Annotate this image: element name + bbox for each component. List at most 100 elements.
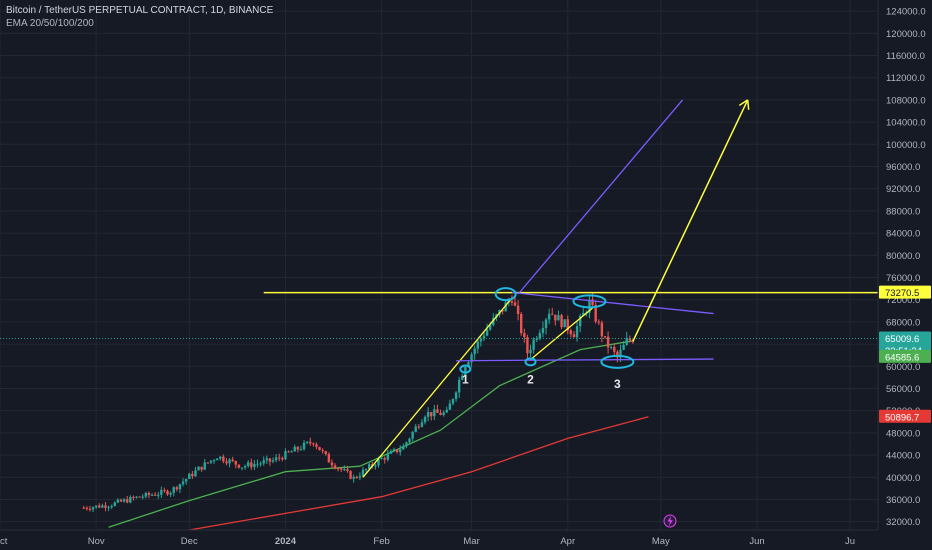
candle-body <box>336 468 340 470</box>
candle-body <box>442 412 445 416</box>
trend-line <box>456 358 714 362</box>
price-tick-label: 68000.0 <box>886 317 920 328</box>
drawing-annotations[interactable]: 1 2 3 <box>0 99 878 478</box>
candle-body <box>374 465 377 467</box>
candle-body <box>126 499 129 503</box>
candle-body <box>426 412 430 417</box>
candle-body <box>163 490 166 492</box>
candle-body <box>606 336 610 348</box>
candle-body <box>389 451 393 454</box>
candle-body <box>197 466 200 471</box>
candle-body <box>215 458 219 461</box>
price-axis[interactable]: 32000.036000.040000.044000.048000.052000… <box>877 0 931 530</box>
candle-body <box>473 348 476 355</box>
candle-body <box>485 329 489 336</box>
candle-body <box>436 409 439 413</box>
candle-body <box>346 469 349 472</box>
candle-body <box>504 302 507 312</box>
candle-body <box>616 351 619 358</box>
candle-body <box>420 422 424 427</box>
candle-body <box>402 445 405 450</box>
arrow-head <box>738 99 749 107</box>
candle-body <box>430 412 433 417</box>
candle-body <box>613 347 616 352</box>
candle-body <box>305 441 309 443</box>
candle-body <box>113 502 116 506</box>
candle-body <box>538 332 542 339</box>
candle-body <box>352 476 355 479</box>
candle-body <box>94 505 98 508</box>
candle-body <box>172 487 175 493</box>
candle-body <box>582 312 585 316</box>
candle-body <box>451 399 455 404</box>
misc <box>663 514 677 528</box>
candle-body <box>82 507 85 509</box>
candle-body <box>488 325 492 330</box>
candle-body <box>343 469 346 471</box>
price-tick-label: 56000.0 <box>886 384 920 395</box>
candle-body <box>200 466 203 470</box>
candle-body <box>513 302 517 306</box>
candle-body <box>212 460 216 462</box>
candle-body <box>147 492 151 496</box>
target-arrow <box>632 99 749 342</box>
time-tick-label: 2024 <box>275 536 297 547</box>
candle-body <box>160 490 163 495</box>
price-tick-label: 44000.0 <box>886 451 920 462</box>
candle-body <box>91 507 95 510</box>
price-tick-label: 92000.0 <box>886 184 920 195</box>
candle-body <box>340 468 343 470</box>
candle-body <box>479 338 483 342</box>
last-price-label: 65009.6 <box>885 334 919 345</box>
candle-body <box>399 449 402 453</box>
time-tick-label: Ju <box>845 536 855 547</box>
candle-body <box>234 460 237 465</box>
level-price-label: 73270.5 <box>885 288 919 299</box>
candle-body <box>259 463 262 465</box>
candle-body <box>284 451 287 460</box>
candle-body <box>594 304 597 322</box>
time-axis[interactable]: Oct Nov Dec 2024 Feb Mar Apr May Jun Ju <box>0 529 878 547</box>
candle-body <box>181 481 185 485</box>
candle-body <box>315 444 318 447</box>
candle-body <box>603 336 607 338</box>
candle-body <box>476 341 479 349</box>
candle-body <box>153 494 157 496</box>
candle-body <box>461 375 464 380</box>
candle-body <box>318 446 321 451</box>
candle-body <box>150 494 154 496</box>
candle-body <box>253 463 256 468</box>
price-tick-label: 36000.0 <box>886 495 920 506</box>
time-tick-label: Nov <box>88 536 105 547</box>
candle-body <box>129 496 132 503</box>
price-tick-label: 60000.0 <box>886 362 920 373</box>
price-tick-label: 40000.0 <box>886 473 920 484</box>
candle-body <box>194 470 197 477</box>
highlight-ellipse <box>494 287 517 302</box>
candle-body <box>122 499 126 502</box>
trend-line <box>530 307 593 361</box>
highlight-ellipse <box>524 357 537 367</box>
candle-body <box>569 330 573 335</box>
candle-body <box>392 449 396 452</box>
candle-body <box>622 344 625 350</box>
candle-body <box>107 507 110 509</box>
candle-body <box>411 431 414 439</box>
candle-body <box>591 299 594 305</box>
candle-body <box>445 409 448 413</box>
candle-body <box>312 443 315 445</box>
candle-body <box>330 462 334 466</box>
candle-body <box>144 492 148 497</box>
candle-body <box>395 449 399 453</box>
candle-body <box>367 464 371 469</box>
candle-body <box>203 462 206 470</box>
candle-body <box>219 456 222 459</box>
candle-body <box>417 426 421 428</box>
price-tick-label: 80000.0 <box>886 251 920 262</box>
candle-body <box>135 496 138 498</box>
indicator-legend[interactable]: EMA 20/50/100/200 <box>6 18 94 29</box>
candle-body <box>600 322 604 337</box>
candle-body <box>290 451 293 453</box>
grid <box>0 0 878 530</box>
